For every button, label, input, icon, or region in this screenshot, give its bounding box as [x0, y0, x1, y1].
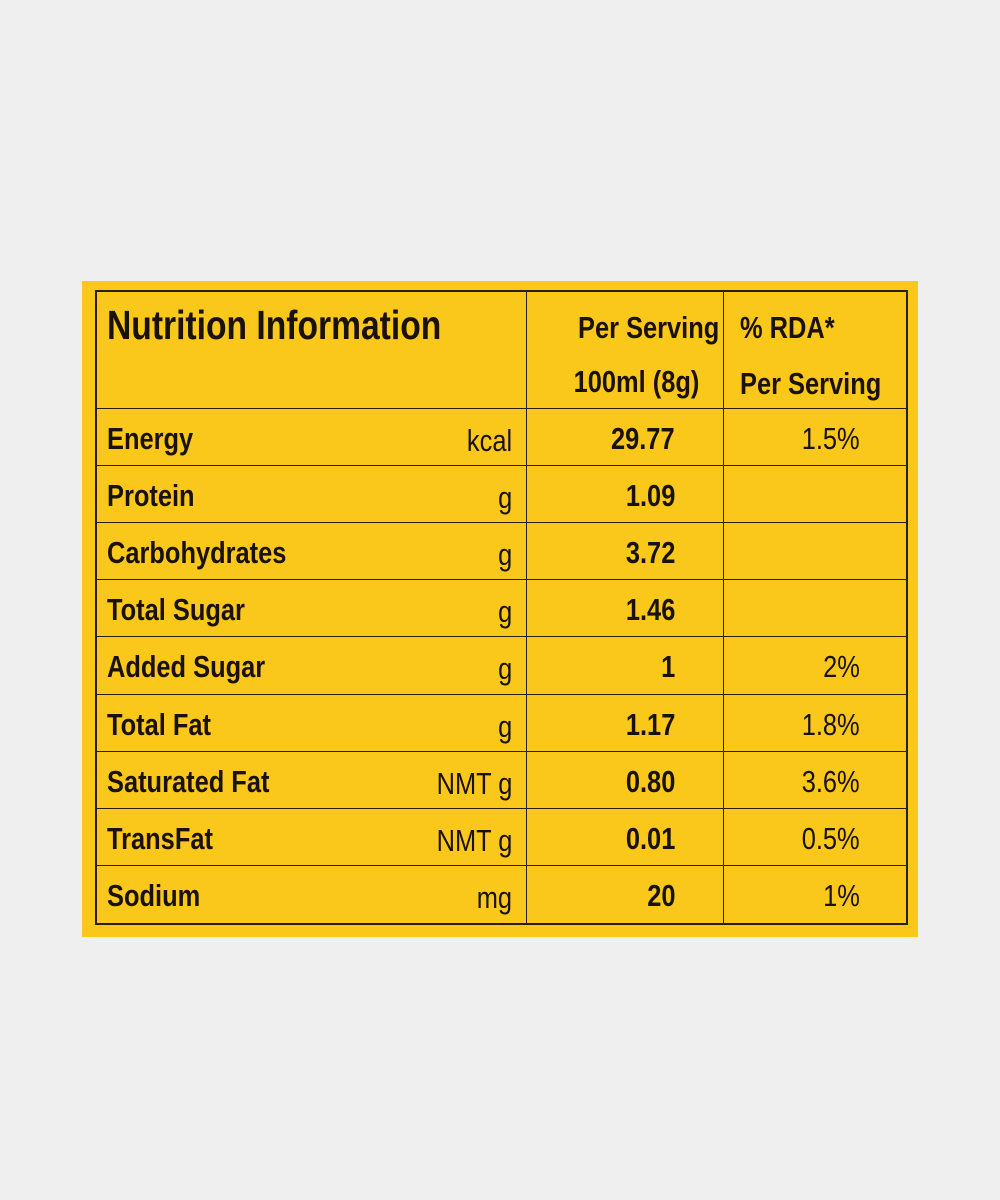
nutrient-unit: g [497, 708, 512, 744]
nutrient-value: 0.01 [625, 820, 675, 856]
nutrient-unit: g [497, 537, 512, 573]
nutrient-cell: TransFat NMT g [97, 808, 527, 866]
rda-subheading: Per Serving [740, 366, 882, 401]
value-cell: 1 [527, 637, 724, 695]
nutrient-cell: Energy kcal [97, 409, 527, 467]
rda-cell [724, 466, 906, 524]
nutrient-value: 1.09 [625, 478, 675, 514]
nutrient-rda: 1.5% [802, 421, 860, 456]
nutrient-cell: Sodium mg [97, 865, 527, 923]
nutrient-unit: g [497, 480, 512, 516]
rda-cell: 3.6% [724, 752, 906, 809]
rda-cell: 1.5% [724, 409, 906, 467]
value-cell: 0.01 [527, 808, 724, 866]
nutrient-name: Energy [107, 421, 194, 456]
nutrient-name: Protein [107, 478, 195, 514]
nutrient-cell: Total Sugar g [97, 580, 527, 638]
value-cell: 3.72 [527, 523, 724, 581]
nutrient-value: 20 [646, 877, 675, 913]
nutrient-rda: 2% [823, 649, 860, 685]
rda-cell: 1% [724, 866, 906, 923]
rda-cell [724, 580, 906, 638]
nutrient-name: Total Sugar [107, 592, 245, 628]
header-rda-cell: % RDA* Per Serving [724, 292, 906, 409]
nutrition-table: Nutrition Information Per Serving 100ml … [95, 290, 908, 925]
value-cell: 29.77 [527, 409, 724, 467]
nutrient-value: 3.72 [625, 535, 675, 571]
header-title-cell: Nutrition Information [97, 292, 527, 409]
rda-heading: % RDA* [740, 310, 835, 345]
nutrient-unit: mg [476, 879, 512, 915]
value-cell: 20 [527, 865, 724, 923]
rda-cell [724, 523, 906, 581]
nutrient-value: 1.46 [625, 592, 675, 628]
header-per-serving-cell: Per Serving 100ml (8g) [527, 292, 724, 409]
rda-cell: 2% [724, 637, 906, 695]
nutrient-rda: 3.6% [802, 763, 860, 799]
per-serving-heading: Per Serving [577, 310, 719, 345]
table-title: Nutrition Information [107, 302, 442, 348]
nutrient-unit: NMT g [436, 822, 512, 858]
nutrient-rda: 1% [823, 877, 860, 913]
nutrient-value: 29.77 [611, 421, 675, 456]
nutrient-unit: g [497, 594, 512, 630]
nutrient-name: Saturated Fat [107, 763, 270, 799]
nutrient-unit: g [497, 651, 512, 687]
nutrient-value: 1.17 [625, 706, 675, 742]
nutrient-name: Total Fat [107, 706, 212, 742]
value-cell: 0.80 [527, 751, 724, 809]
nutrient-rda: 0.5% [802, 820, 860, 856]
nutrient-unit: NMT g [436, 765, 512, 801]
rda-cell: 0.5% [724, 809, 906, 866]
nutrient-rda: 1.8% [802, 706, 860, 742]
nutrient-cell: Added Sugar g [97, 637, 527, 695]
nutrient-cell: Protein g [97, 466, 527, 524]
nutrient-name: Sodium [107, 877, 201, 913]
nutrient-name: Added Sugar [107, 649, 266, 685]
nutrient-value: 1 [660, 649, 675, 685]
nutrient-cell: Total Fat g [97, 694, 527, 752]
nutrient-cell: Saturated Fat NMT g [97, 751, 527, 809]
nutrient-name: Carbohydrates [107, 535, 287, 571]
rda-cell: 1.8% [724, 695, 906, 752]
nutrient-value: 0.80 [625, 763, 675, 799]
nutrient-unit: kcal [466, 423, 512, 458]
value-cell: 1.46 [527, 580, 724, 638]
value-cell: 1.17 [527, 694, 724, 752]
value-cell: 1.09 [527, 466, 724, 524]
serving-size: 100ml (8g) [573, 364, 699, 399]
nutrient-name: TransFat [107, 820, 213, 856]
nutrient-cell: Carbohydrates g [97, 523, 527, 581]
nutrition-label: Nutrition Information Per Serving 100ml … [82, 281, 918, 937]
